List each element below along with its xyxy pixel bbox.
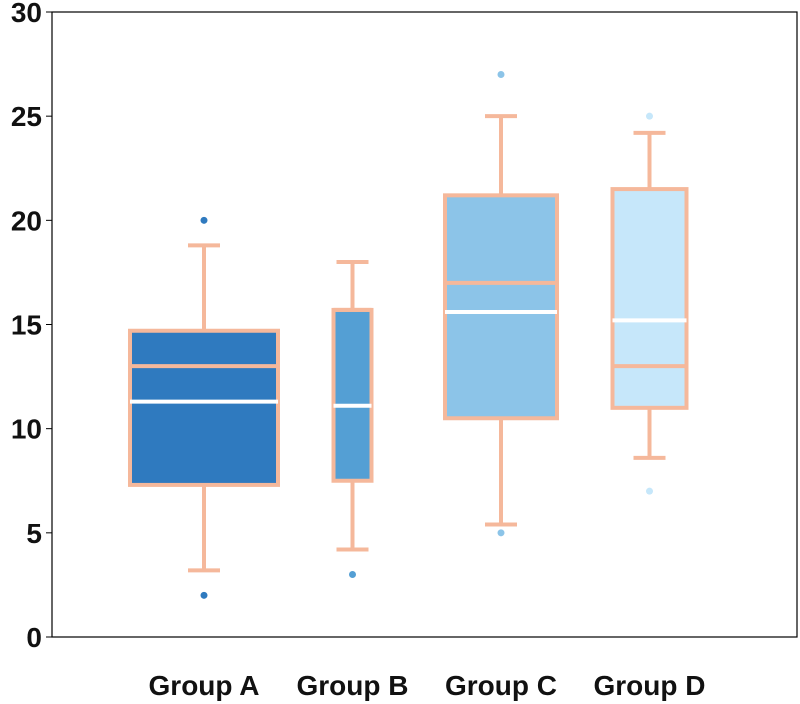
y-tick-label: 10 xyxy=(11,414,42,445)
x-tick-label: Group B xyxy=(297,670,409,701)
box xyxy=(610,187,689,410)
box-group xyxy=(443,71,559,537)
box-group xyxy=(610,112,689,495)
y-tick-label: 0 xyxy=(26,622,42,653)
box xyxy=(443,193,559,421)
x-tick-label: Group A xyxy=(149,670,260,701)
x-tick-label: Group C xyxy=(445,670,557,701)
y-tick-label: 30 xyxy=(11,0,42,28)
outlier-point xyxy=(646,112,653,120)
y-tick-label: 15 xyxy=(11,310,42,341)
outlier-point xyxy=(349,571,356,578)
y-tick-label: 20 xyxy=(11,205,42,236)
box xyxy=(128,328,280,487)
outlier-point xyxy=(200,591,208,599)
box-group xyxy=(331,260,374,578)
y-tick-label: 25 xyxy=(11,101,42,132)
x-axis: Group A Group B Group C Group D xyxy=(149,670,706,701)
outlier-point xyxy=(646,487,653,495)
box xyxy=(331,307,374,483)
x-tick-label: Group D xyxy=(594,670,706,701)
outlier-point xyxy=(497,71,505,78)
boxes xyxy=(128,71,689,599)
box-group xyxy=(128,216,280,599)
outlier-point xyxy=(200,216,208,224)
y-axis: 0 5 10 15 20 25 30 xyxy=(11,0,52,653)
y-tick-label: 5 xyxy=(26,518,42,549)
outlier-point xyxy=(497,529,505,537)
